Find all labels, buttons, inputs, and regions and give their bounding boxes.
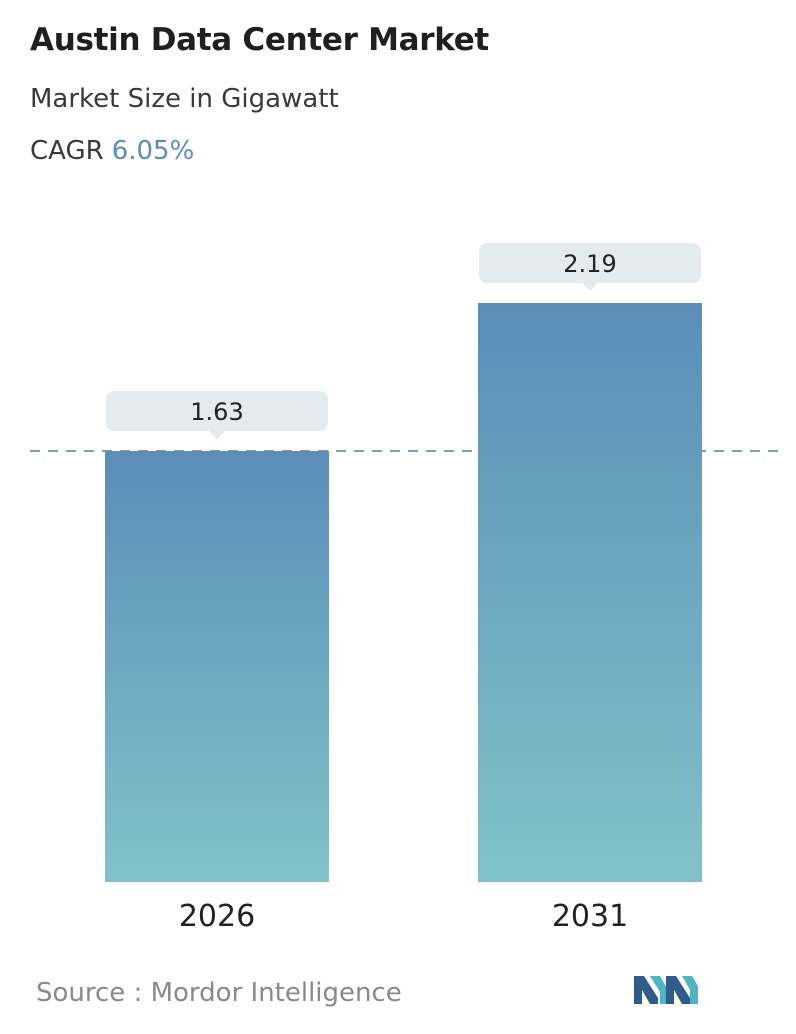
bar-2031 [478, 303, 702, 882]
source-note: Source : Mordor Intelligence [36, 978, 402, 1008]
chart-subtitle: Market Size in Gigawatt [30, 84, 339, 114]
category-label: 2026 [179, 899, 255, 934]
chart-title: Austin Data Center Market [30, 22, 489, 58]
value-label-pointer [582, 283, 598, 291]
value-label-pointer [209, 431, 225, 440]
bar-2026 [105, 451, 329, 882]
cagr-line: CAGR 6.05% [30, 136, 194, 166]
value-label-box [106, 391, 328, 432]
value-label-box [479, 243, 701, 283]
cagr-value: 6.05% [111, 136, 195, 166]
mordor-intelligence-logo-icon [634, 976, 698, 1004]
value-label: 2.19 [563, 250, 616, 278]
cagr-label: CAGR [30, 136, 104, 166]
value-label: 1.63 [190, 398, 243, 426]
category-label: 2031 [552, 899, 628, 934]
